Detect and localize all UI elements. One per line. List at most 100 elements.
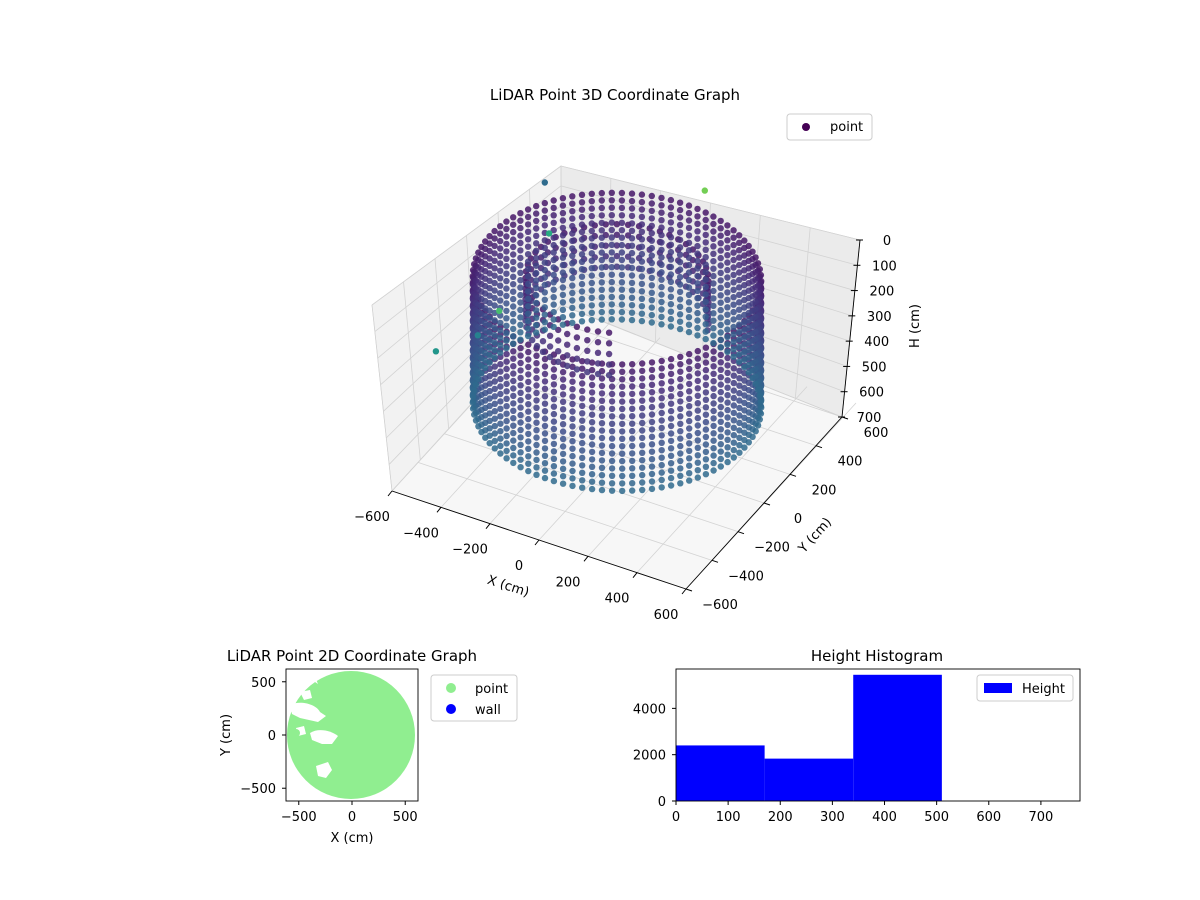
scatter-3d-point: [578, 243, 586, 251]
scatter-3d-point: [541, 289, 548, 296]
scatter-3d-point: [648, 259, 655, 267]
scatter-3d-point: [710, 467, 717, 474]
scatter-3d-point: [598, 189, 605, 197]
legend-2d-label-wall: wall: [475, 703, 501, 718]
legend-2d-marker-wall: [446, 704, 456, 714]
scatter-3d-point: [677, 390, 684, 398]
scatter-3d-point: [677, 472, 684, 479]
scatter-3d-point: [730, 417, 737, 424]
scatter-3d-point: [491, 265, 498, 272]
scatter-3d-point: [667, 241, 675, 248]
scatter-3d-point: [533, 397, 540, 404]
scatter-3d-point: [710, 370, 717, 377]
scatter-3d-point: [503, 388, 510, 395]
scatter-3d-point: [702, 291, 709, 298]
scatter-3d-point: [628, 279, 636, 287]
scatter-3d-point: [579, 432, 586, 439]
scatter-3d-point: [717, 381, 724, 388]
scatter-3d-point: [638, 273, 646, 280]
scatter-3d-point: [533, 314, 540, 321]
scatter-3d-point: [736, 314, 743, 321]
scatter-3d-point: [724, 406, 731, 414]
scatter-3d-point: [648, 207, 655, 215]
scatter-3d-point: [559, 465, 567, 472]
scatter-3d-point: [752, 358, 759, 365]
scatter-3d-point: [736, 299, 743, 306]
scatter-3d-point: [686, 410, 693, 417]
scatter-3d-point: [717, 448, 724, 455]
scatter-3d-point: [517, 344, 524, 352]
scatter-3d-point: [619, 413, 626, 420]
scatter-3d-point: [486, 247, 493, 255]
scatter-3d-point: [503, 432, 510, 440]
scatter-3d-point: [717, 403, 724, 411]
scatter-3d-point: [628, 287, 636, 294]
scatter-3d-point: [648, 244, 655, 252]
scatter-3d-point: [658, 372, 665, 379]
scatter-3d-point: [541, 393, 549, 400]
scatter-3d-point: [752, 328, 759, 335]
scatter-3d-point: [503, 425, 510, 432]
scatter-3d-point: [628, 190, 636, 197]
scatter-3d-point: [639, 390, 646, 397]
scatter-3d-point: [736, 276, 743, 284]
scatter-3d-point: [510, 303, 517, 310]
scatter-3d-point: [648, 311, 655, 319]
scatter-3d-point: [639, 382, 646, 389]
scatter-3d-point: [608, 450, 616, 457]
scatter-3d-point: [749, 248, 756, 255]
scatter-3d-point: [694, 242, 701, 250]
scatter-3d-point: [550, 477, 558, 485]
scatter-3d-point: [717, 411, 724, 418]
scatter-3d-point: [584, 368, 591, 376]
scatter-3d-point: [578, 258, 586, 265]
scatter-3d-point: [579, 439, 586, 447]
y-tick-3d: [841, 416, 849, 420]
scatter-3d-point: [569, 230, 576, 237]
scatter-3d-point: [694, 347, 701, 355]
x-tick-label-3d: −600: [354, 510, 390, 525]
scatter-3d-point: [658, 306, 665, 313]
scatter-3d-point: [730, 241, 737, 249]
scatter-3d-point: [594, 370, 602, 378]
scatter-3d-point: [685, 209, 693, 217]
scatter-3d-point: [638, 221, 646, 228]
scatter-3d-point: [648, 448, 656, 455]
scatter-3d-point: [594, 339, 602, 346]
scatter-3d-point: [752, 350, 759, 358]
scatter-3d-point: [541, 355, 549, 363]
scatter-3d-point: [541, 378, 549, 385]
scatter-3d-point: [550, 403, 558, 410]
scatter-3d-point: [524, 288, 532, 295]
scatter-3d-point: [588, 309, 595, 316]
scatter-3d-point: [541, 452, 549, 459]
scatter-3d-point: [588, 359, 596, 366]
scatter-3d-point: [559, 321, 567, 328]
scatter-3d-point: [618, 249, 626, 256]
scatter-3d-point: [694, 467, 701, 474]
scatter-3d-point: [517, 456, 524, 463]
scatter-3d-point: [694, 309, 701, 317]
scatter-3d-point: [710, 385, 717, 392]
scatter-3d-point: [491, 437, 498, 445]
scatter-3d-point: [618, 279, 626, 286]
scatter-3d-point: [658, 276, 665, 283]
scatter-3d-point: [686, 365, 693, 373]
scatter-3d-point: [533, 307, 540, 314]
scatter-3d-point: [648, 433, 656, 440]
scatter-3d-point: [752, 321, 759, 328]
scatter-3d-point: [503, 395, 510, 402]
scatter-3d-point: [667, 437, 675, 445]
scatter-3d-point: [724, 421, 731, 429]
scatter-3d-point: [658, 231, 665, 239]
x-tick-label-3d: −400: [403, 526, 439, 541]
scatter-3d-point: [497, 383, 504, 390]
y-tick-3d: [737, 531, 745, 535]
scatter-3d-point: [613, 231, 621, 238]
scatter-3d-point: [564, 330, 571, 338]
scatter-3d-point: [517, 329, 524, 336]
scatter-3d-point: [677, 435, 684, 442]
scatter-3d-point: [686, 425, 693, 432]
scatter-3d-point: [503, 403, 510, 410]
